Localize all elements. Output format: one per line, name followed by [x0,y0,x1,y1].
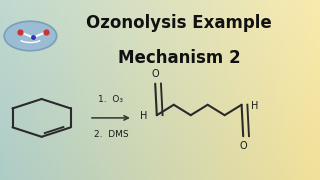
Text: Ozonolysis Example: Ozonolysis Example [86,14,272,32]
Circle shape [4,21,57,51]
Text: O: O [239,141,247,151]
Text: Mechanism 2: Mechanism 2 [118,49,241,67]
Text: 2.  DMS: 2. DMS [93,130,128,139]
Text: O: O [151,69,159,79]
Text: H: H [140,111,147,121]
Text: 1.  O₃: 1. O₃ [98,95,124,104]
Text: H: H [251,101,259,111]
